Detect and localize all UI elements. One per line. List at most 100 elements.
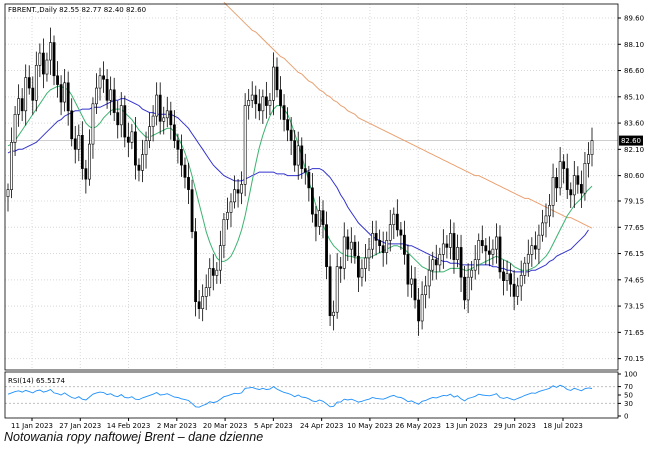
candle: [88, 129, 91, 186]
candle: [441, 229, 445, 269]
candle-body-down: [254, 94, 258, 105]
rsi-tick-label: 100: [624, 371, 637, 379]
candle-body-up: [495, 236, 498, 250]
ma-fast-path: [7, 85, 593, 273]
candle-body-up: [420, 294, 424, 322]
candle: [229, 193, 233, 228]
candle-body-up: [98, 75, 102, 89]
candle-body-down: [176, 140, 180, 150]
candle-body-up: [558, 161, 562, 189]
candle: [257, 89, 261, 121]
rsi-tick-label: 70: [624, 383, 633, 391]
candle: [381, 231, 385, 267]
candle: [491, 239, 495, 266]
candle-body-up: [229, 201, 233, 213]
candle: [272, 52, 275, 116]
candle-body-up: [456, 247, 459, 260]
time-tick-label: 27 Jan 2023: [59, 422, 101, 430]
candle-body-down: [180, 149, 183, 166]
candle-body-down: [172, 124, 176, 141]
candle-body-down: [562, 161, 566, 169]
ma-long-line: [223, 1, 593, 229]
candle-body-up: [233, 189, 236, 203]
candle: [565, 153, 569, 199]
candle-body-up: [296, 145, 300, 166]
candle-body-down: [314, 213, 318, 227]
time-tick-label: 29 Jun 2023: [494, 422, 536, 430]
candle: [463, 266, 466, 310]
candle-body-down: [286, 119, 290, 131]
candle-body-down: [403, 234, 406, 255]
candle: [332, 300, 336, 331]
candle-body-down: [257, 103, 261, 112]
candle-body-up: [91, 103, 95, 145]
candle-body-up: [519, 275, 523, 287]
candle-body-down: [509, 273, 512, 285]
time-tick-label: 5 Apr 2023: [254, 422, 293, 430]
candle: [218, 230, 222, 284]
candles: [6, 27, 594, 336]
candle-body-up: [537, 234, 541, 250]
candle-body-up: [473, 259, 477, 271]
candle-body-down: [20, 98, 24, 112]
candle-body-up: [49, 42, 52, 61]
candle-body-down: [183, 164, 187, 178]
candle: [356, 241, 360, 293]
candle-body-down: [52, 42, 56, 77]
candle-body-down: [399, 229, 403, 236]
candle: [537, 224, 541, 264]
candle: [222, 213, 226, 259]
candle-body-up: [141, 154, 144, 171]
candle: [548, 193, 551, 227]
candle: [180, 134, 183, 177]
candle-body-up: [392, 213, 396, 225]
candle-body-down: [579, 184, 583, 194]
candle: [201, 284, 205, 322]
candle: [261, 89, 265, 124]
candle: [590, 127, 594, 167]
candle-body-down: [187, 177, 190, 190]
candle-body-up: [541, 222, 544, 236]
candle-body-up: [530, 245, 534, 255]
candle-body-down: [321, 210, 325, 225]
candle-body-up: [544, 215, 548, 224]
candle: [141, 139, 144, 183]
candle: [268, 92, 272, 115]
candle-body-up: [388, 224, 392, 241]
candle: [282, 94, 286, 132]
candle: [197, 289, 201, 319]
candle-body-up: [261, 96, 265, 112]
candle: [24, 64, 28, 126]
time-tick-label: 11 Jan 2023: [11, 422, 53, 430]
price-tick-label: 77.65: [624, 224, 644, 232]
candle-body-up: [63, 82, 67, 103]
candle-body-up: [516, 285, 520, 297]
candle-body-up: [431, 259, 435, 271]
candle: [526, 239, 530, 277]
candle-body-up: [367, 248, 371, 259]
candle-body-down: [484, 245, 488, 252]
candle: [342, 222, 346, 280]
candle-body-up: [17, 98, 21, 115]
candle-body-up: [491, 248, 495, 255]
candle-body-up: [572, 175, 576, 196]
candle-body-up: [155, 94, 159, 117]
candle: [487, 236, 491, 267]
candle-body-down: [264, 96, 268, 106]
candle-body-up: [332, 311, 336, 317]
candle-body-down: [434, 259, 438, 266]
price-tick-label: 79.15: [624, 198, 644, 206]
candle: [424, 275, 428, 309]
candle: [470, 261, 474, 291]
candle: [321, 200, 325, 239]
candle: [91, 97, 95, 159]
candle: [105, 69, 109, 109]
candle-body-down: [169, 110, 173, 126]
candle-body-up: [470, 269, 474, 278]
candle-body-up: [410, 278, 413, 285]
candle-body-up: [424, 285, 428, 295]
candle-body-down: [134, 131, 137, 166]
candle-body-up: [247, 100, 251, 106]
